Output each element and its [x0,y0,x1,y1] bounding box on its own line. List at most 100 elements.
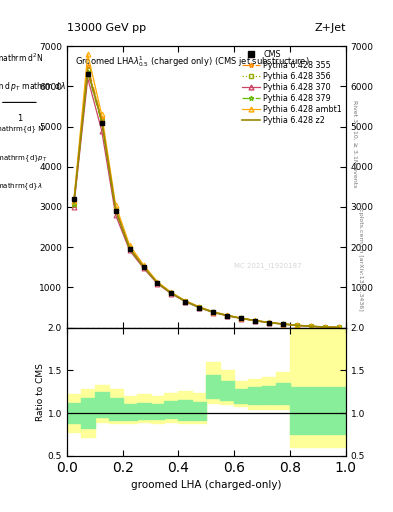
Pythia 6.428 355 [99,115,104,121]
Pythia 6.428 ambt1 [72,198,76,204]
Pythia 6.428 ambt1 [197,304,202,310]
Pythia 6.428 z2 [295,322,299,328]
Text: mcplots.cern.ch [arXiv:1306.3436]: mcplots.cern.ch [arXiv:1306.3436] [358,202,363,310]
Pythia 6.428 355 [183,298,188,304]
Pythia 6.428 ambt1 [253,317,257,324]
Pythia 6.428 370 [99,127,104,134]
Text: Groomed LHA$\lambda^1_{0.5}$ (charged only) (CMS jet substructure): Groomed LHA$\lambda^1_{0.5}$ (charged on… [75,55,310,70]
Pythia 6.428 ambt1 [336,324,341,330]
Pythia 6.428 ambt1 [85,51,90,57]
Pythia 6.428 ambt1 [267,319,272,326]
Pythia 6.428 370 [155,281,160,287]
X-axis label: groomed LHA (charged-only): groomed LHA (charged-only) [131,480,281,490]
Text: 1: 1 [17,114,22,123]
Pythia 6.428 370 [253,317,257,324]
Pythia 6.428 356 [155,280,160,286]
Pythia 6.428 379 [72,201,76,207]
Pythia 6.428 ambt1 [155,279,160,285]
Pythia 6.428 355 [141,264,146,270]
Pythia 6.428 379 [253,317,257,324]
Pythia 6.428 z2 [336,324,341,330]
Pythia 6.428 356 [211,309,216,315]
Pythia 6.428 356 [99,117,104,123]
Pythia 6.428 356 [281,321,285,327]
Pythia 6.428 379 [155,280,160,286]
Pythia 6.428 356 [267,319,272,326]
Pythia 6.428 z2 [113,207,118,213]
Pythia 6.428 ambt1 [99,112,104,118]
Pythia 6.428 z2 [85,67,90,73]
Pythia 6.428 379 [239,315,244,322]
Line: Pythia 6.428 356: Pythia 6.428 356 [72,68,341,330]
Pythia 6.428 379 [141,264,146,270]
Pythia 6.428 379 [85,69,90,75]
Pythia 6.428 356 [225,312,230,318]
Pythia 6.428 370 [295,323,299,329]
Pythia 6.428 z2 [323,324,327,330]
Pythia 6.428 370 [336,325,341,331]
Pythia 6.428 356 [127,245,132,251]
Pythia 6.428 370 [113,212,118,218]
Pythia 6.428 355 [225,312,230,318]
Pythia 6.428 370 [225,313,230,319]
Pythia 6.428 370 [267,319,272,326]
Pythia 6.428 370 [169,291,174,297]
Pythia 6.428 370 [183,298,188,305]
Pythia 6.428 355 [155,280,160,286]
Pythia 6.428 z2 [211,309,216,315]
Pythia 6.428 z2 [155,280,160,286]
Pythia 6.428 ambt1 [169,289,174,295]
Pythia 6.428 z2 [281,321,285,327]
Pythia 6.428 355 [323,324,327,330]
Pythia 6.428 355 [169,290,174,296]
Text: Z+Jet: Z+Jet [314,23,346,33]
Pythia 6.428 355 [239,315,244,322]
Pythia 6.428 355 [72,200,76,206]
Pythia 6.428 370 [239,315,244,322]
Text: mathrm d$^2$N: mathrm d$^2$N [0,52,44,64]
Pythia 6.428 ambt1 [225,312,230,318]
Pythia 6.428 ambt1 [323,324,327,330]
Text: / mathrm{d}$p_T$: / mathrm{d}$p_T$ [0,153,47,164]
Pythia 6.428 379 [225,312,230,318]
Pythia 6.428 379 [211,309,216,315]
Pythia 6.428 z2 [225,312,230,318]
Line: Pythia 6.428 379: Pythia 6.428 379 [72,70,341,330]
Pythia 6.428 355 [113,206,118,212]
Pythia 6.428 355 [253,317,257,324]
Pythia 6.428 370 [85,75,90,81]
Line: Pythia 6.428 ambt1: Pythia 6.428 ambt1 [72,52,341,330]
Pythia 6.428 370 [141,265,146,271]
Pythia 6.428 355 [127,244,132,250]
Pythia 6.428 379 [113,208,118,214]
Pythia 6.428 z2 [309,323,313,329]
Pythia 6.428 379 [267,319,272,326]
Pythia 6.428 356 [323,324,327,330]
Pythia 6.428 370 [72,204,76,210]
Pythia 6.428 379 [281,321,285,327]
Pythia 6.428 379 [197,305,202,311]
Pythia 6.428 379 [99,119,104,125]
Text: MC 2021_I1920187: MC 2021_I1920187 [234,262,302,269]
Pythia 6.428 356 [85,67,90,73]
Pythia 6.428 z2 [267,319,272,326]
Pythia 6.428 356 [141,264,146,270]
Pythia 6.428 356 [295,322,299,328]
Pythia 6.428 379 [336,324,341,330]
Pythia 6.428 356 [253,317,257,324]
Text: 13000 GeV pp: 13000 GeV pp [67,23,146,33]
Pythia 6.428 379 [309,323,313,329]
Pythia 6.428 ambt1 [183,297,188,304]
Pythia 6.428 370 [211,310,216,316]
Line: Pythia 6.428 z2: Pythia 6.428 z2 [74,70,339,327]
Pythia 6.428 379 [127,246,132,252]
Pythia 6.428 379 [323,324,327,330]
Pythia 6.428 356 [183,298,188,305]
Pythia 6.428 355 [281,321,285,327]
Pythia 6.428 ambt1 [127,242,132,248]
Pythia 6.428 370 [309,323,313,329]
Pythia 6.428 370 [197,305,202,311]
Legend: CMS, Pythia 6.428 355, Pythia 6.428 356, Pythia 6.428 370, Pythia 6.428 379, Pyt: CMS, Pythia 6.428 355, Pythia 6.428 356,… [241,49,343,127]
Pythia 6.428 355 [267,319,272,326]
Text: Rivet 3.1.10, ≥ 3.1M events: Rivet 3.1.10, ≥ 3.1M events [352,100,357,187]
